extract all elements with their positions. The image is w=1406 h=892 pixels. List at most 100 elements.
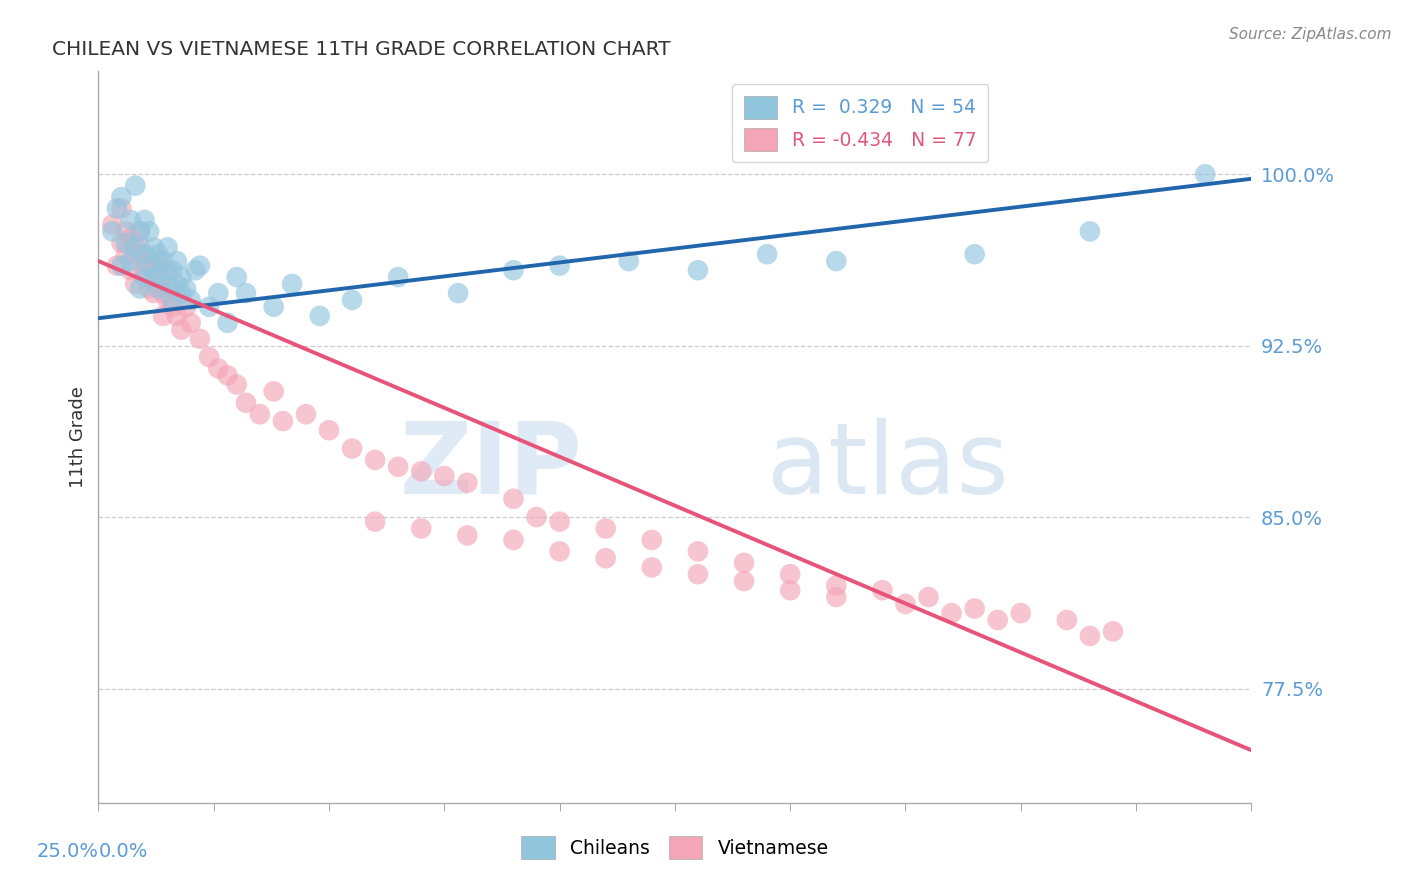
Point [124, 240, 146, 254]
Point [595, 522, 617, 536]
Point [894, 597, 917, 611]
Point [115, 247, 138, 261]
Point [142, 286, 165, 301]
Y-axis label: 11th Grade: 11th Grade [69, 386, 87, 488]
Point [502, 533, 524, 547]
Point [138, 224, 160, 238]
Point [152, 309, 174, 323]
Point [110, 235, 132, 250]
Point [134, 263, 156, 277]
Point [963, 247, 986, 261]
Point [115, 235, 138, 250]
Point [987, 613, 1010, 627]
Point [120, 231, 142, 245]
Point [124, 178, 146, 193]
Point [142, 240, 165, 254]
Point [548, 259, 571, 273]
Legend: Chileans, Vietnamese: Chileans, Vietnamese [513, 829, 837, 866]
Point [825, 579, 848, 593]
Point [170, 323, 193, 337]
Point [166, 254, 188, 268]
Point [156, 277, 179, 291]
Point [120, 213, 142, 227]
Point [148, 281, 170, 295]
Point [756, 247, 779, 261]
Point [387, 459, 409, 474]
Point [686, 544, 709, 558]
Point [207, 361, 229, 376]
Point [779, 583, 801, 598]
Point [134, 254, 156, 268]
Point [156, 263, 179, 277]
Point [318, 423, 340, 437]
Point [124, 277, 146, 291]
Point [198, 300, 221, 314]
Point [120, 254, 142, 268]
Point [166, 277, 188, 291]
Point [1194, 167, 1216, 181]
Point [733, 574, 755, 588]
Point [148, 277, 170, 291]
Point [825, 590, 848, 604]
Point [120, 263, 142, 277]
Text: 25.0%: 25.0% [37, 842, 98, 861]
Point [411, 522, 433, 536]
Point [138, 254, 160, 268]
Point [148, 247, 170, 261]
Point [160, 263, 183, 277]
Point [152, 254, 174, 268]
Point [180, 293, 202, 307]
Point [129, 224, 152, 238]
Point [142, 263, 165, 277]
Point [129, 240, 152, 254]
Text: Source: ZipAtlas.com: Source: ZipAtlas.com [1229, 27, 1392, 42]
Point [1056, 613, 1078, 627]
Point [134, 270, 156, 285]
Point [160, 281, 183, 295]
Text: ZIP: ZIP [399, 417, 582, 515]
Point [411, 464, 433, 478]
Point [872, 583, 894, 598]
Point [686, 567, 709, 582]
Point [235, 286, 257, 301]
Text: atlas: atlas [768, 417, 1008, 515]
Point [526, 510, 548, 524]
Point [295, 407, 318, 421]
Point [825, 254, 848, 268]
Point [456, 528, 478, 542]
Point [502, 263, 524, 277]
Point [595, 551, 617, 566]
Point [105, 259, 128, 273]
Point [184, 263, 207, 277]
Point [174, 281, 197, 295]
Point [134, 247, 156, 261]
Point [152, 263, 174, 277]
Point [548, 544, 571, 558]
Point [110, 259, 132, 273]
Point [188, 332, 211, 346]
Point [917, 590, 939, 604]
Point [1102, 624, 1125, 639]
Point [129, 224, 152, 238]
Point [129, 281, 152, 295]
Point [456, 475, 478, 490]
Point [779, 567, 801, 582]
Point [941, 606, 963, 620]
Text: 0.0%: 0.0% [98, 842, 148, 861]
Point [308, 309, 330, 323]
Point [115, 224, 138, 238]
Point [110, 202, 132, 216]
Point [433, 469, 456, 483]
Point [225, 270, 247, 285]
Point [641, 533, 664, 547]
Point [217, 316, 239, 330]
Point [207, 286, 229, 301]
Point [160, 293, 183, 307]
Point [166, 309, 188, 323]
Point [733, 556, 755, 570]
Point [1078, 224, 1101, 238]
Point [198, 350, 221, 364]
Point [249, 407, 271, 421]
Point [364, 515, 387, 529]
Point [156, 240, 179, 254]
